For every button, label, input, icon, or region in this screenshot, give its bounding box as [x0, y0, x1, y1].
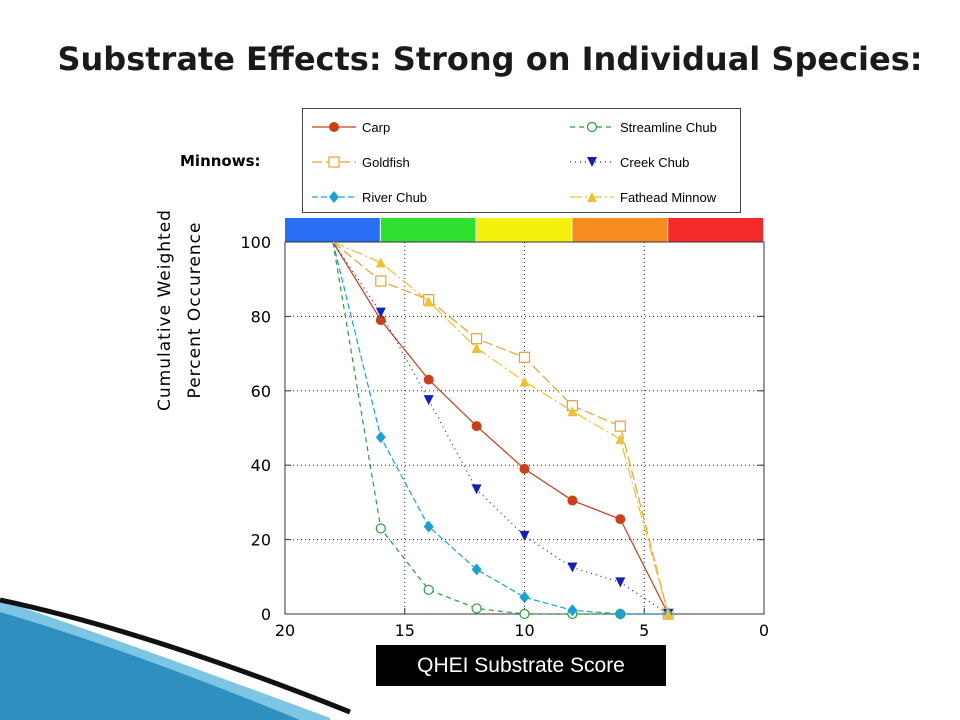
slide-title: Substrate Effects: Strong on Individual …: [57, 40, 923, 78]
legend-item: Streamline Chub: [570, 120, 717, 135]
series-fathead-minnow: [332, 241, 674, 619]
legend-label: Fathead Minnow: [620, 190, 717, 205]
legend-layer: Carp Streamline Chub Goldfish Creek Chub Riv…: [312, 120, 717, 205]
data-point: [567, 604, 578, 617]
color-band: [380, 218, 476, 242]
legend-label: Streamline Chub: [620, 120, 717, 135]
data-point: [423, 296, 434, 307]
y-axis-label-line2: Percent Occurence: [185, 221, 205, 399]
data-point: [471, 484, 482, 495]
data-point: [375, 523, 386, 534]
y-tick-label: 60: [251, 382, 271, 401]
x-tick-label: 10: [514, 621, 534, 640]
data-point: [519, 608, 530, 620]
legend-label: Creek Chub: [620, 155, 689, 170]
data-point: [567, 562, 578, 573]
data-point: [519, 530, 530, 541]
series-layer: [332, 241, 674, 620]
data-point: [615, 608, 626, 620]
legend-marker: [587, 192, 597, 202]
color-band: [476, 218, 572, 242]
x-tick-label: 0: [759, 621, 769, 640]
data-point: [518, 351, 531, 363]
data-point: [615, 434, 626, 445]
data-point: [663, 609, 674, 619]
y-tick-label: 100: [240, 233, 271, 252]
data-point: [519, 591, 530, 604]
legend-marker: [328, 156, 340, 168]
legend-item: Carp: [312, 120, 390, 135]
color-band: [668, 218, 763, 242]
data-point: [567, 495, 578, 506]
color-band: [285, 218, 380, 242]
swoosh-stroke: [0, 597, 351, 715]
y-tick-label: 40: [251, 456, 271, 475]
y-tick-label: 80: [251, 307, 271, 326]
group-label: Minnows:: [180, 152, 261, 170]
x-tick-label: 15: [395, 621, 415, 640]
series-goldfish: [332, 241, 674, 620]
data-point: [471, 563, 482, 576]
legend-label: Goldfish: [362, 155, 410, 170]
y-axis-label: Cumulative Weighted Percent Occurence: [150, 190, 210, 430]
data-point: [519, 376, 530, 387]
y-tick-label: 0: [261, 605, 271, 624]
data-point: [423, 374, 434, 385]
data-point: [614, 420, 626, 432]
legend-marker: [329, 191, 339, 203]
legend-marker: [586, 121, 598, 133]
data-point: [567, 406, 578, 417]
data-point: [471, 333, 483, 345]
data-point: [615, 577, 626, 588]
decorative-swoosh: [0, 597, 351, 720]
series-river-chub: [332, 241, 674, 620]
y-axis-label-line1: Cumulative Weighted: [155, 209, 175, 411]
legend-label: River Chub: [362, 190, 427, 205]
x-tick-label: 20: [275, 621, 295, 640]
data-point: [423, 584, 434, 595]
data-point: [471, 421, 482, 432]
x-axis-label: QHEI Substrate Score: [376, 645, 666, 686]
series-line: [332, 241, 669, 615]
legend-label: Carp: [362, 120, 390, 135]
data-point: [375, 307, 386, 318]
data-point: [471, 343, 482, 354]
color-band: [572, 218, 668, 242]
chart-legend: [302, 108, 741, 213]
x-tick-label: 5: [639, 621, 649, 640]
data-point: [375, 257, 386, 268]
legend-item: Fathead Minnow: [570, 190, 717, 205]
y-tick-label: 20: [251, 531, 271, 550]
grid-lines: [285, 242, 764, 614]
data-point: [519, 463, 530, 474]
series-line: [332, 241, 669, 615]
data-point: [375, 275, 387, 287]
substrate-color-bands: [285, 218, 763, 242]
legend-item: Creek Chub: [570, 155, 689, 170]
swoosh-band: [0, 612, 300, 720]
data-point: [423, 395, 434, 406]
legend-item: Goldfish: [312, 155, 410, 170]
data-point: [615, 514, 626, 525]
series-line: [332, 241, 669, 615]
data-point: [423, 520, 434, 533]
data-point: [375, 431, 386, 444]
legend-item: River Chub: [312, 190, 427, 205]
series-line: [332, 241, 669, 615]
legend-marker: [587, 157, 597, 167]
legend-marker: [329, 122, 339, 132]
data-point: [471, 603, 482, 614]
series-line: [332, 241, 669, 615]
series-creek-chub: [332, 241, 674, 619]
